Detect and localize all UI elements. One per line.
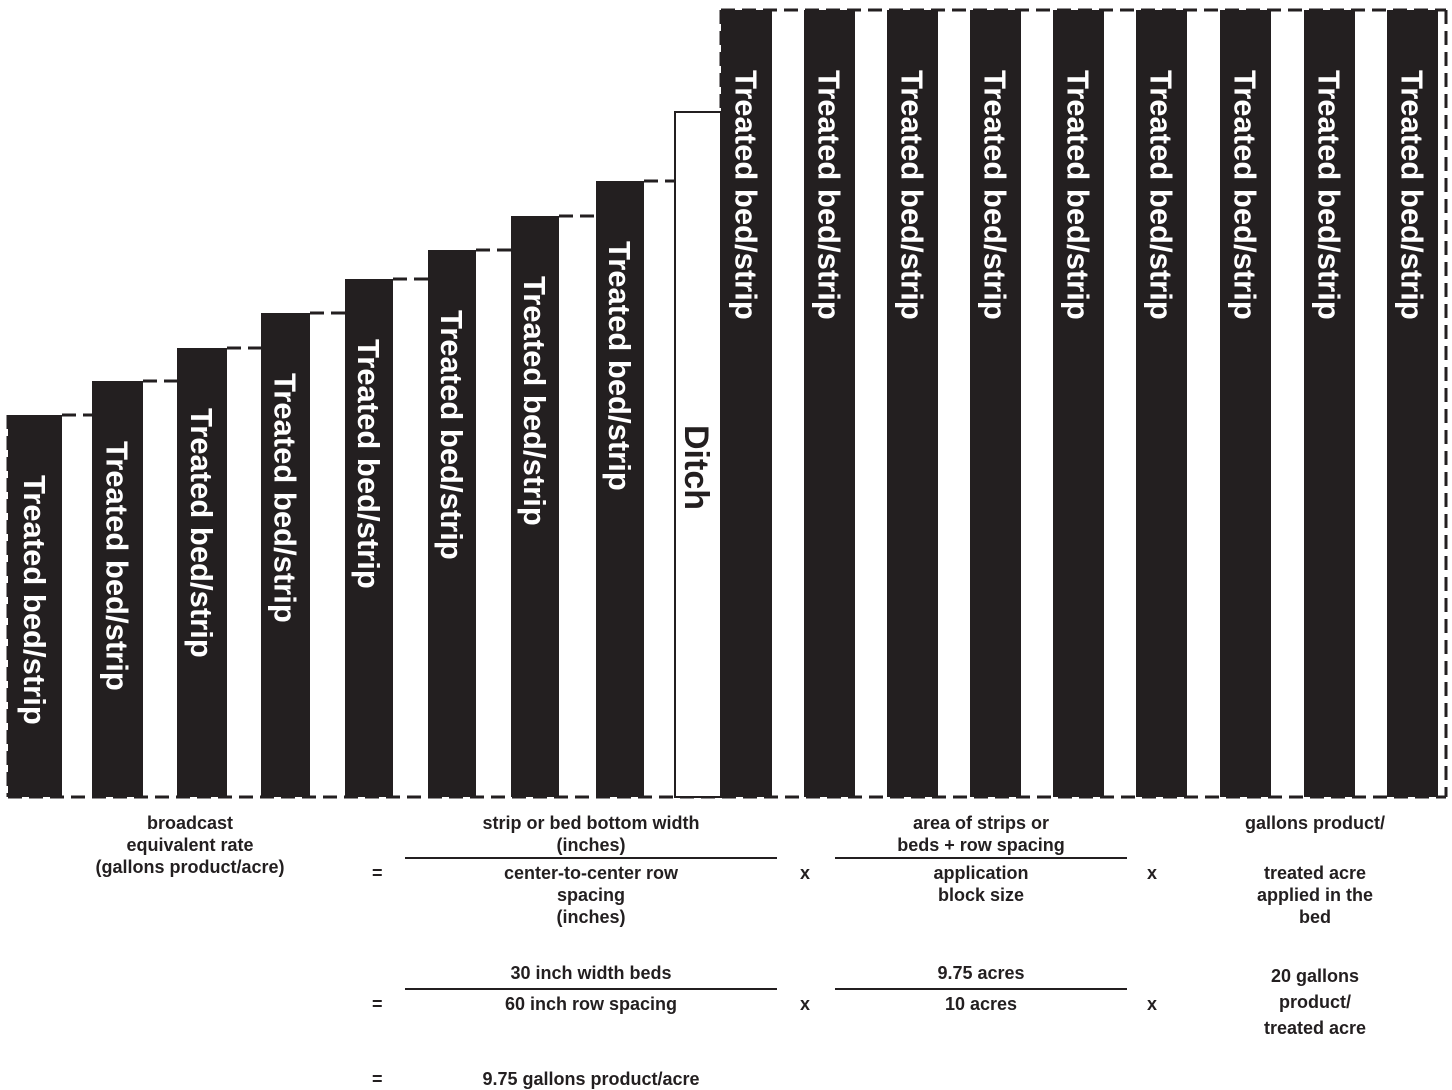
frac2-numerator-line: beds + row spacing bbox=[897, 835, 1065, 855]
treated-bed-label: Treated bed/strip bbox=[1228, 70, 1263, 320]
result-label-line: equivalent rate bbox=[126, 835, 254, 855]
treated-bed bbox=[1053, 10, 1104, 797]
treated-bed bbox=[511, 216, 559, 797]
equals-sign: = bbox=[372, 1069, 383, 1089]
treated-bed-label: Treated bed/strip bbox=[978, 70, 1013, 320]
treated-bed-label: Treated bed/strip bbox=[517, 276, 552, 526]
example-term3-line: treated acre bbox=[1263, 1018, 1367, 1038]
treated-bed-label: Treated bed/strip bbox=[268, 373, 303, 623]
frac2-numerator: area of strips or beds + row spacing bbox=[835, 812, 1127, 856]
treated-bed-label: Treated bed/strip bbox=[602, 241, 637, 491]
treated-bed-label: Treated bed/strip bbox=[812, 70, 847, 320]
treated-bed bbox=[92, 381, 143, 797]
treated-bed-label: Treated bed/strip bbox=[100, 441, 135, 691]
frac1-denominator-line: spacing bbox=[556, 885, 626, 905]
term3-line: gallons product/ bbox=[1244, 813, 1385, 833]
treated-bed-label: Treated bed/strip bbox=[895, 70, 930, 320]
frac1-numerator-line: (inches) bbox=[556, 835, 626, 855]
term3-line: bed bbox=[1298, 907, 1331, 927]
treated-bed-label: Treated bed/strip bbox=[434, 310, 469, 560]
treated-bed-label: Treated bed/strip bbox=[1061, 70, 1096, 320]
treated-bed bbox=[1304, 10, 1355, 797]
frac1-denominator-line: center-to-center row bbox=[503, 863, 679, 883]
equals-sign: = bbox=[372, 994, 383, 1014]
term3-line: treated acre bbox=[1263, 863, 1367, 883]
treated-bed bbox=[345, 279, 393, 797]
example-term3-line: product/ bbox=[1279, 992, 1351, 1012]
term3: gallons product/ treated acre applied in… bbox=[1190, 812, 1440, 928]
frac2-bar bbox=[835, 857, 1127, 859]
frac1-numerator-line: strip or bed bottom width bbox=[482, 813, 700, 833]
frac2-denominator-line: application bbox=[933, 863, 1029, 883]
frac2-denominator: application block size bbox=[835, 862, 1127, 906]
treated-bed-label: Treated bed/strip bbox=[729, 70, 764, 320]
final-result: 9.75 gallons product/acre bbox=[482, 1069, 700, 1089]
example-frac2-numerator: 9.75 acres bbox=[937, 963, 1025, 983]
treated-bed bbox=[177, 348, 227, 797]
bed-strip-diagram: Ditch Treated bed/strip Treated bed/strip T… bbox=[6, 8, 1448, 799]
treated-bed bbox=[1136, 10, 1187, 797]
result-label-line: broadcast bbox=[146, 813, 234, 833]
times-sign: x bbox=[800, 994, 811, 1014]
treated-bed-label: Treated bed/strip bbox=[1144, 70, 1179, 320]
treated-bed bbox=[261, 313, 310, 797]
example-frac1-numerator: 30 inch width beds bbox=[510, 963, 672, 983]
example-frac1-denominator: 60 inch row spacing bbox=[504, 994, 678, 1014]
result-label-line: (gallons product/acre) bbox=[95, 857, 285, 877]
term3-line bbox=[1190, 834, 1440, 862]
treated-bed-label: Treated bed/strip bbox=[184, 408, 219, 658]
treated-bed bbox=[887, 10, 938, 797]
treated-bed bbox=[970, 10, 1021, 797]
treated-bed-label: Treated bed/strip bbox=[17, 475, 52, 725]
frac1-denominator-line: (inches) bbox=[556, 907, 626, 927]
treated-bed bbox=[428, 250, 476, 797]
frac1-bar bbox=[405, 857, 777, 859]
treated-bed bbox=[1220, 10, 1271, 797]
frac2-denominator-line: block size bbox=[937, 885, 1025, 905]
result-label: broadcast equivalent rate (gallons produ… bbox=[40, 812, 340, 878]
treated-bed bbox=[8, 415, 62, 797]
treated-bed bbox=[721, 10, 772, 797]
example-frac2-denominator: 10 acres bbox=[944, 994, 1018, 1014]
treated-bed bbox=[596, 181, 644, 797]
times-sign: x bbox=[800, 863, 811, 883]
times-sign: x bbox=[1147, 994, 1158, 1014]
example-frac2-bar bbox=[835, 988, 1127, 990]
treated-bed-label: Treated bed/strip bbox=[1312, 70, 1347, 320]
times-sign: x bbox=[1147, 863, 1158, 883]
treated-bed bbox=[1387, 10, 1438, 797]
equals-sign: = bbox=[372, 863, 383, 883]
treated-bed bbox=[804, 10, 855, 797]
treated-bed-label: Treated bed/strip bbox=[351, 339, 386, 589]
frac1-numerator: strip or bed bottom width (inches) bbox=[405, 812, 777, 856]
term3-line: applied in the bbox=[1256, 885, 1373, 905]
example-term3-line: 20 gallons bbox=[1270, 966, 1360, 986]
example-term3: 20 gallons product/ treated acre bbox=[1190, 963, 1440, 1041]
ditch-label: Ditch bbox=[677, 425, 715, 510]
example-frac1-bar bbox=[405, 988, 777, 990]
treated-bed-label: Treated bed/strip bbox=[1395, 70, 1430, 320]
frac2-numerator-line: area of strips or bbox=[912, 813, 1050, 833]
frac1-denominator: center-to-center row spacing (inches) bbox=[405, 862, 777, 928]
